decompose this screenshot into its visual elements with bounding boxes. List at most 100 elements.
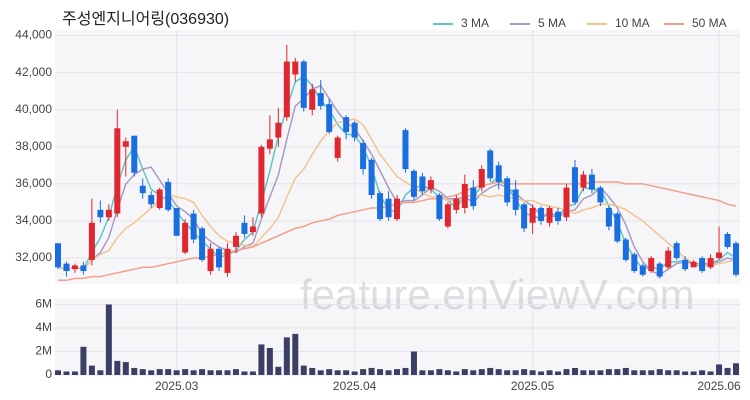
candle-body (495, 165, 502, 183)
candle-body (394, 198, 400, 220)
candle-body (614, 213, 621, 242)
volume-bar (622, 367, 629, 375)
candle-body (249, 226, 256, 233)
candle-body (588, 174, 595, 190)
candle-body (63, 263, 70, 272)
candle-body (266, 139, 273, 149)
y-tick-label: 40,000 (15, 102, 52, 116)
volume-bar (639, 370, 646, 375)
candle-body (241, 222, 248, 234)
volume-bar (631, 370, 638, 375)
volume-bar (292, 333, 299, 375)
volume-bar (707, 371, 714, 375)
volume-bar (588, 370, 595, 375)
volume-bar (580, 370, 587, 375)
candle-body (385, 198, 392, 218)
candle-body (597, 187, 604, 203)
y-tick-label: 32,000 (15, 250, 52, 264)
volume-bar (571, 367, 578, 375)
candle-body (368, 159, 375, 196)
candle-body (300, 61, 307, 108)
candle-body (665, 250, 672, 268)
x-tick-label: 2025.06 (697, 379, 741, 393)
volume-bar (241, 371, 248, 375)
volume-bar (597, 370, 604, 375)
candle-body (114, 128, 121, 214)
volume-bar (614, 369, 621, 375)
candle-body (182, 222, 189, 253)
legend-label: 50 MA (692, 16, 727, 30)
candle-body (419, 176, 426, 192)
candle-body (165, 182, 172, 210)
volume-bar (309, 367, 316, 375)
candle-body (690, 261, 697, 268)
y-tick-label: 34,000 (15, 213, 52, 227)
candle-body (521, 204, 528, 229)
volume-bar (546, 370, 553, 375)
candle-body (131, 135, 138, 173)
volume-panel (55, 298, 740, 375)
volume-bar (478, 369, 485, 375)
volume-bar (724, 367, 731, 375)
volume-bar (266, 347, 273, 375)
volume-bar (504, 370, 511, 375)
volume-bar (334, 370, 341, 375)
x-tick-label: 2025.04 (333, 379, 377, 393)
volume-bar (190, 370, 197, 375)
volume-bar (512, 370, 519, 375)
candle-body (351, 122, 358, 138)
volume-bar (343, 370, 350, 375)
candle-body (571, 167, 578, 203)
candle-body (529, 207, 536, 223)
watermark: feature.enViewV.com (300, 271, 695, 318)
candle-body (427, 180, 434, 190)
candle-body (88, 222, 95, 260)
candle-body (580, 174, 587, 188)
volume-bar (436, 369, 443, 375)
volume-bar (377, 369, 384, 375)
candle-body (555, 211, 562, 221)
volume-bar (249, 371, 256, 375)
candle-body (410, 170, 417, 197)
candle-body (190, 213, 197, 240)
volume-tick-label: 4M (35, 320, 52, 334)
x-tick-label: 2025.05 (511, 379, 555, 393)
volume-bar (656, 369, 663, 375)
candle-body (199, 228, 206, 260)
candle-body (334, 137, 341, 158)
volume-bar (71, 371, 78, 375)
volume-bar (283, 337, 290, 375)
candle-body (207, 248, 214, 272)
candle-body (538, 207, 545, 221)
candle-body (682, 259, 689, 270)
candle-body (156, 189, 163, 208)
candle-body (639, 265, 646, 275)
volume-bar (529, 370, 536, 375)
candle-body (55, 243, 61, 268)
volume-tick-label: 0 (45, 367, 52, 381)
legend-label: 3 MA (461, 16, 489, 30)
candle-body (699, 258, 706, 272)
y-tick-label: 38,000 (15, 139, 52, 153)
candle-body (317, 93, 324, 107)
volume-bar (682, 371, 689, 375)
y-tick-label: 42,000 (15, 65, 52, 79)
legend-label: 10 MA (615, 16, 650, 30)
candle-body (216, 248, 223, 268)
candle-body (470, 187, 477, 207)
volume-bar (173, 370, 180, 375)
volume-bar (156, 369, 163, 375)
volume-bar (97, 370, 104, 375)
candle-body (258, 146, 265, 214)
volume-bar (360, 369, 367, 375)
candle-body (656, 263, 663, 277)
candle-body (275, 122, 282, 138)
volume-bar (563, 369, 570, 375)
volume-bar (444, 370, 451, 375)
candle-body (631, 254, 638, 272)
candle-body (148, 195, 155, 205)
candle-body (444, 204, 451, 227)
volume-bar (410, 351, 417, 375)
candle-body (724, 233, 731, 247)
